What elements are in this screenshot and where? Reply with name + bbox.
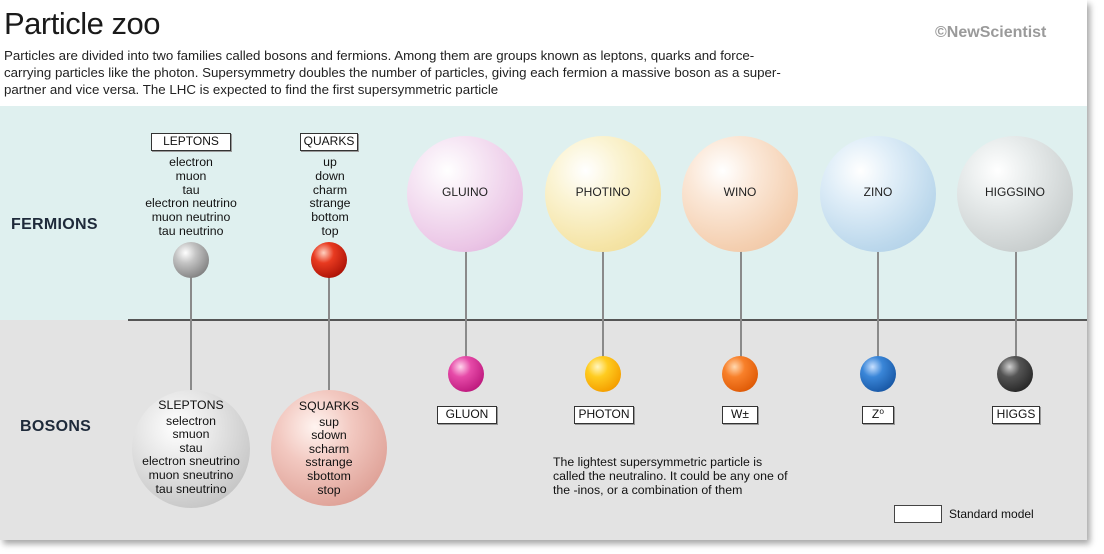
list-item: muon	[175, 168, 207, 183]
higgsino-stem	[1015, 240, 1017, 360]
intro-text: Particles are divided into two families …	[4, 48, 781, 97]
list-item: smuon	[172, 427, 210, 442]
wino-label: WINO	[723, 185, 757, 199]
list-item: electron sneutrino	[142, 454, 240, 469]
higgs-label: HIGGS	[992, 406, 1040, 424]
infographic-frame: Particle zoo ©NewScientist Particles are…	[0, 6, 1087, 540]
zino-orb	[820, 136, 936, 252]
lepton-ball	[173, 242, 209, 278]
list-item: up	[323, 155, 337, 169]
list-item: sup	[319, 414, 339, 429]
z-boson-label: Z⁰	[862, 406, 894, 424]
sleptons-orb	[132, 390, 250, 508]
list-item: electron neutrino	[145, 196, 237, 211]
gluon-ball	[448, 356, 484, 392]
list-item: muon sneutrino	[148, 467, 234, 482]
z-boson-ball	[860, 356, 896, 392]
squarks-orb	[271, 390, 387, 506]
legend-swatch	[894, 505, 942, 523]
photon-ball	[585, 356, 621, 392]
photino-orb	[545, 136, 661, 252]
list-item: selectron	[166, 413, 216, 428]
wino-stem	[740, 240, 742, 360]
list-item: sdown	[311, 428, 347, 443]
wino-orb	[682, 136, 798, 252]
list-item: top	[321, 223, 339, 238]
list-item: muon neutrino	[151, 210, 231, 225]
neutralino-note: The lightest supersymmetric particle is …	[553, 455, 788, 497]
list-item: tau	[182, 182, 200, 197]
legend-label: Standard model	[949, 507, 1034, 521]
bosons-row-label: BOSONS	[20, 418, 92, 435]
leptons-label: LEPTONS	[151, 133, 231, 151]
higgs-ball	[997, 356, 1033, 392]
list-item: tau neutrino	[158, 223, 224, 238]
list-item: bottom	[311, 210, 349, 225]
squarks-list: SQUARKS sup sdown scharm sstrange sbotto…	[279, 399, 379, 497]
leptons-list: electron muon tau electron neutrino muon…	[121, 155, 261, 239]
photino-label: PHOTINO	[575, 185, 631, 199]
sleptons-list: SLEPTONS selectron smuon stau electron s…	[126, 398, 256, 496]
photino-stem	[602, 240, 604, 360]
list-item: strange	[309, 196, 351, 211]
family-divider	[128, 319, 1087, 321]
quarks-label: QUARKS	[300, 133, 358, 151]
gluino-orb	[407, 136, 523, 252]
higgsino-label: HIGGSINO	[984, 185, 1045, 199]
credit-logo: ©NewScientist	[935, 24, 1047, 41]
quark-ball	[311, 242, 347, 278]
higgsino-orb	[957, 136, 1073, 252]
page-title: Particle zoo	[4, 6, 160, 41]
fermions-row-label: FERMIONS	[11, 216, 98, 233]
gluino-stem	[465, 240, 467, 360]
list-item: stau	[179, 440, 203, 455]
leptons-stem	[190, 270, 192, 400]
list-item: stop	[317, 482, 341, 497]
zino-stem	[877, 240, 879, 360]
list-item: sbottom	[307, 468, 351, 483]
list-item: scharm	[308, 441, 350, 456]
photon-label: PHOTON	[574, 406, 634, 424]
gluon-label: GLUON	[437, 406, 497, 424]
w-boson-ball	[722, 356, 758, 392]
zino-label: ZINO	[863, 185, 893, 199]
squarks-label: SQUARKS	[298, 399, 360, 413]
list-item: sstrange	[305, 455, 353, 470]
quarks-stem	[328, 270, 330, 400]
list-item: tau sneutrino	[155, 481, 227, 496]
list-item: electron	[169, 155, 213, 169]
sleptons-label: SLEPTONS	[158, 398, 224, 412]
list-item: down	[315, 168, 345, 183]
gluino-label: GLUINO	[441, 185, 488, 199]
w-boson-label: W±	[722, 406, 758, 424]
quarks-list: up down charm strange bottom top	[280, 155, 380, 239]
list-item: charm	[312, 182, 348, 197]
